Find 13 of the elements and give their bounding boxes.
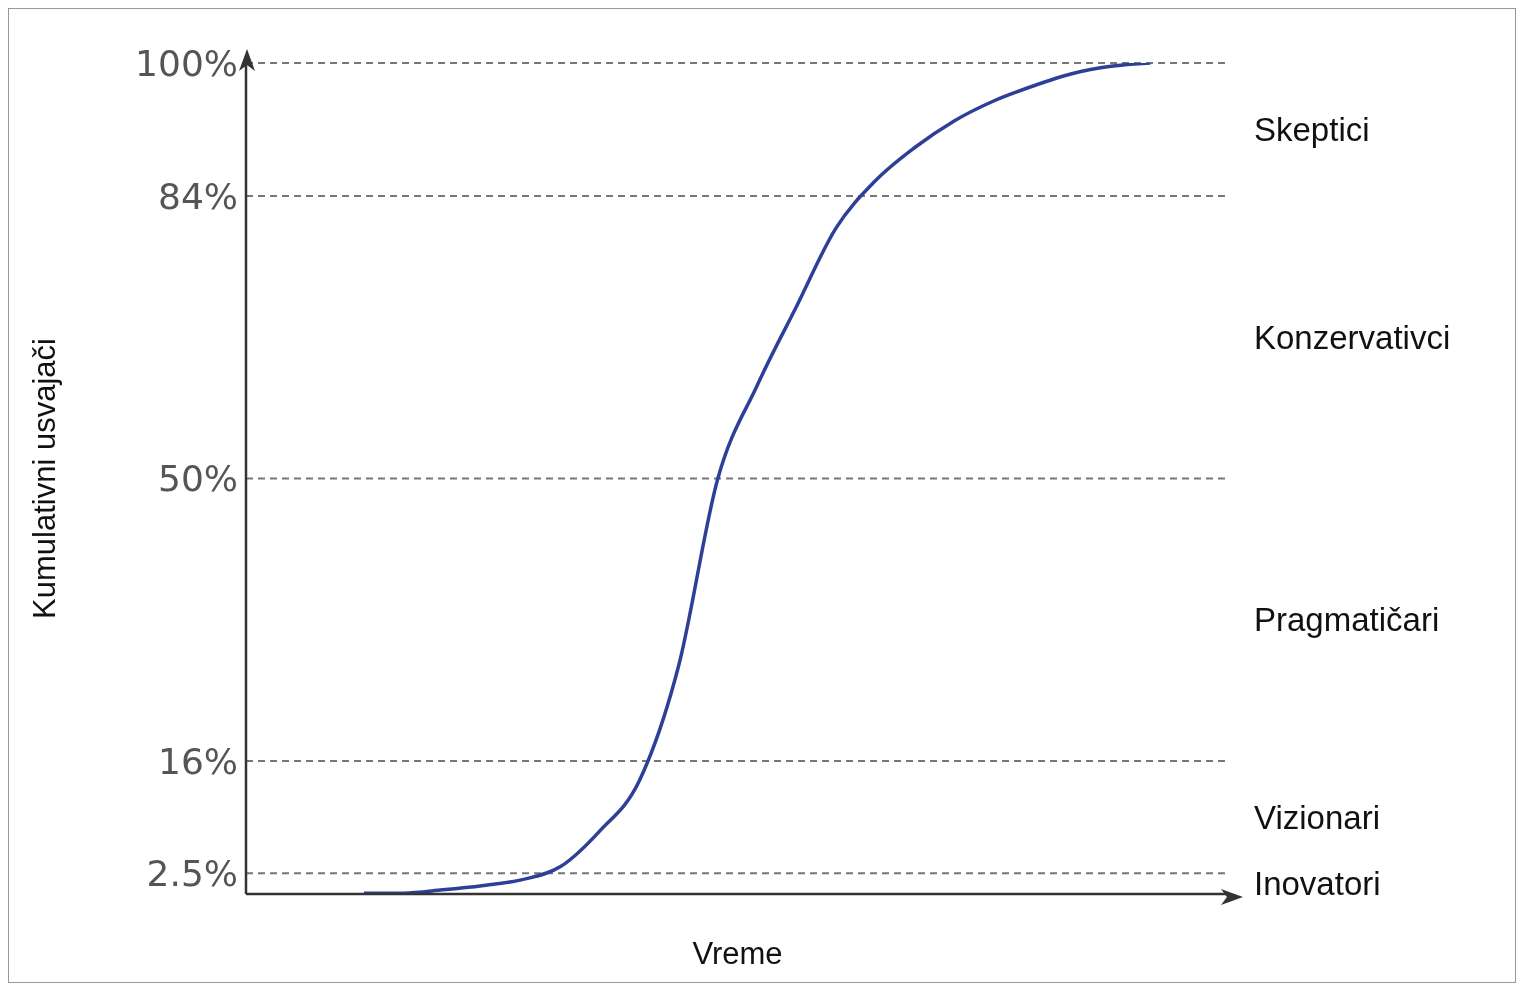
y-tick-label: 2.5%	[146, 853, 238, 895]
text: Pragmatičari	[1254, 601, 1440, 639]
text: Konzervativci	[1254, 318, 1451, 356]
text: Vizionari	[1254, 798, 1380, 836]
y-tick-label: 100%	[135, 42, 238, 84]
x-axis-title: Vreme	[692, 936, 783, 971]
y-tick-label: 16%	[157, 740, 238, 782]
y-axis-title: Kumulativni usvajači	[27, 338, 63, 619]
text: Inovatori	[1254, 865, 1381, 903]
y-tick-label: 50%	[157, 458, 238, 500]
y-tick-label: 84%	[157, 175, 238, 217]
text: Skeptici	[1254, 111, 1370, 149]
line-series	[362, 63, 1153, 894]
